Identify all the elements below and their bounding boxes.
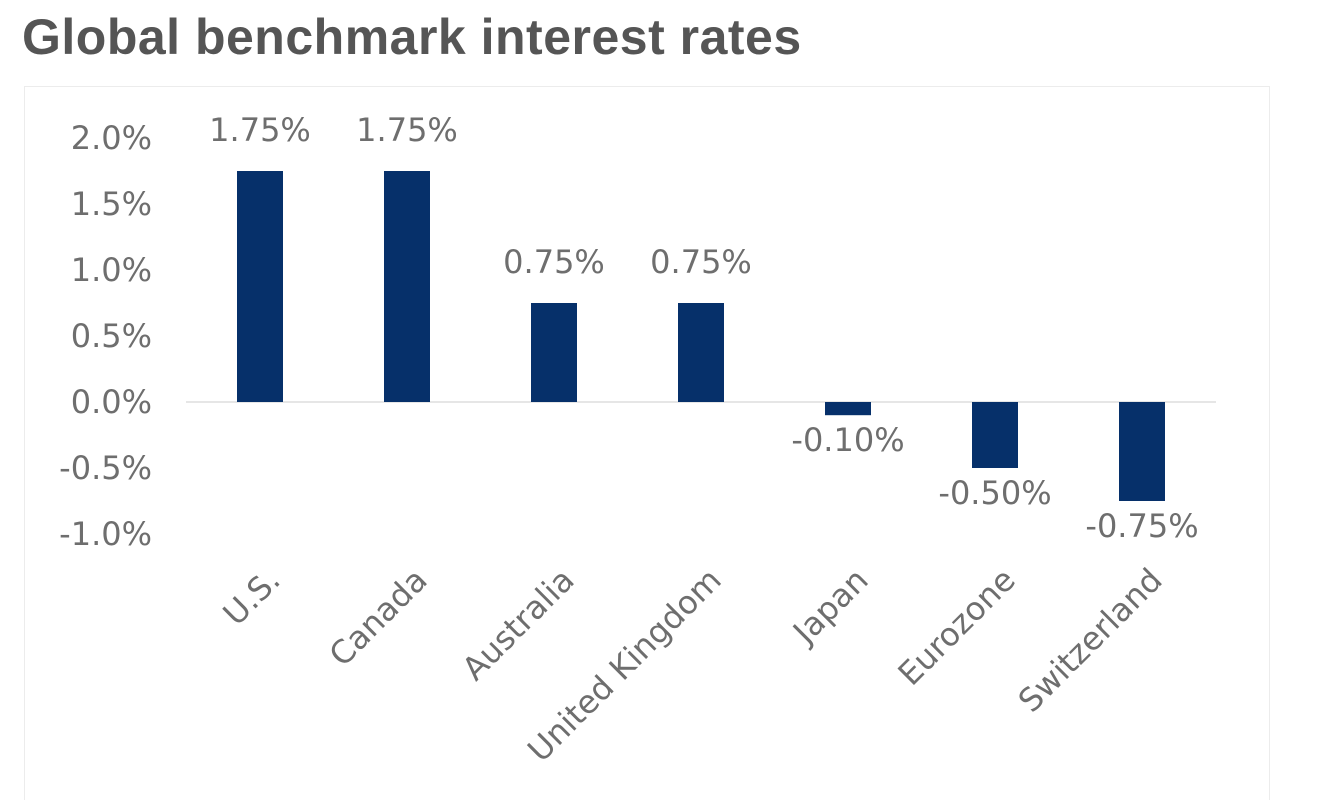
- category-label: Australia: [455, 561, 582, 688]
- y-tick-label: 0.0%: [71, 383, 152, 421]
- bar-u-s-: [237, 171, 283, 402]
- y-tick-label: 2.0%: [71, 119, 152, 157]
- data-label: 1.75%: [356, 111, 458, 149]
- y-tick-label: 1.5%: [71, 185, 152, 223]
- category-label: U.S.: [215, 561, 287, 633]
- bar-japan: [825, 402, 871, 416]
- y-tick-label: 1.0%: [71, 251, 152, 289]
- bar-eurozone: [972, 402, 1018, 468]
- data-label: -0.50%: [938, 474, 1051, 512]
- category-label: Switzerland: [1011, 561, 1170, 720]
- bar-united-kingdom: [678, 303, 724, 402]
- data-label: 0.75%: [650, 243, 752, 281]
- chart-panel: [24, 86, 1270, 800]
- data-label: 0.75%: [503, 243, 605, 281]
- category-label: Japan: [784, 561, 875, 652]
- data-label: -0.10%: [791, 421, 904, 459]
- data-label: 1.75%: [209, 111, 311, 149]
- bar-switzerland: [1119, 402, 1165, 501]
- category-label: Canada: [322, 561, 435, 674]
- data-label: -0.75%: [1085, 507, 1198, 545]
- y-tick-label: -0.5%: [59, 449, 152, 487]
- bar-canada: [384, 171, 430, 402]
- y-tick-label: 0.5%: [71, 317, 152, 355]
- category-label: Eurozone: [891, 561, 1023, 693]
- y-tick-label: -1.0%: [59, 515, 152, 553]
- bar-australia: [531, 303, 577, 402]
- chart-title: Global benchmark interest rates: [22, 9, 802, 65]
